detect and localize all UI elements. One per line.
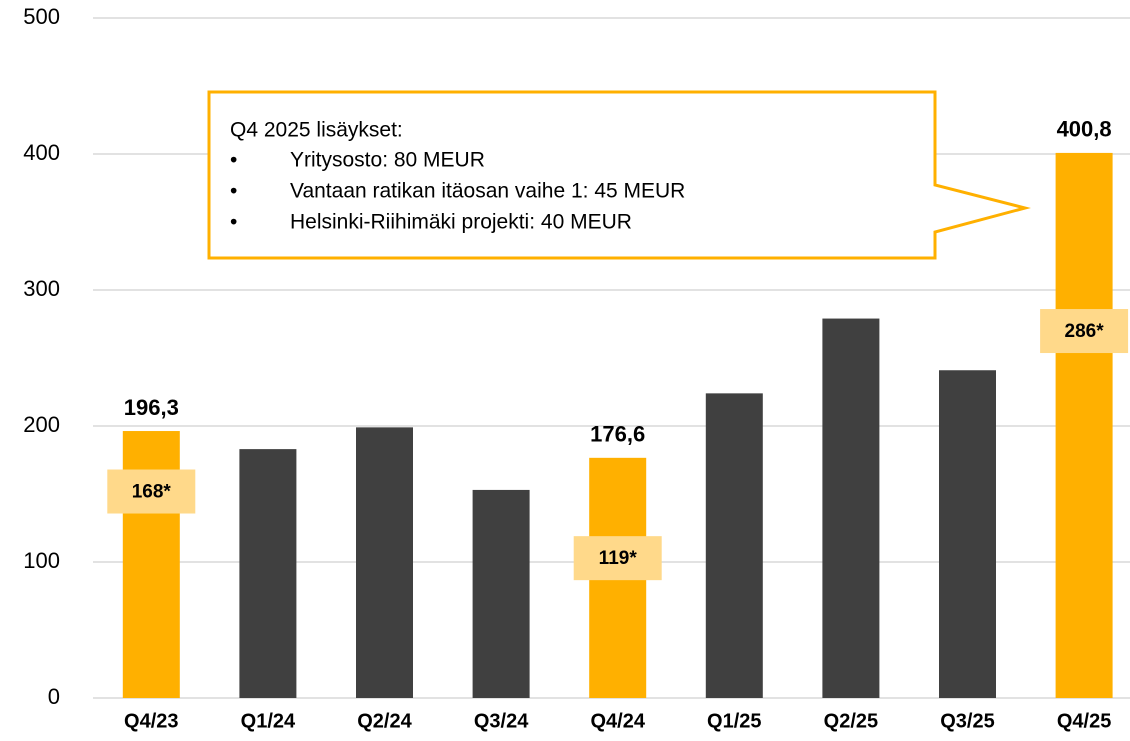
x-tick-label: Q4/24 [590, 710, 645, 732]
secondary-label-box [107, 469, 196, 514]
data-label: 196,3 [124, 395, 179, 420]
bar [822, 318, 880, 698]
annotation-title: Q4 2025 lisäykset: [230, 119, 403, 142]
data-label: 176,6 [590, 422, 645, 447]
secondary-label: 168* [132, 482, 172, 503]
bar [239, 449, 297, 698]
x-tick-label: Q2/24 [357, 710, 412, 732]
bar [472, 489, 530, 698]
bar [1055, 152, 1113, 699]
bar [356, 427, 413, 698]
x-tick-label: Q4/23 [124, 710, 178, 732]
bar [705, 393, 763, 698]
y-tick-label: 0 [48, 684, 60, 709]
y-tick-label: 500 [23, 4, 60, 29]
x-tick-label: Q3/25 [940, 710, 994, 732]
x-tick-label: Q3/24 [474, 710, 529, 732]
x-tick-label: Q1/24 [241, 710, 296, 732]
secondary-label-box [573, 536, 662, 581]
y-tick-label: 300 [23, 276, 60, 301]
x-tick-label: Q2/25 [824, 710, 878, 732]
secondary-label: 286* [1065, 321, 1105, 342]
x-tick-label: Q4/25 [1057, 710, 1111, 732]
bullet: • [230, 180, 237, 203]
y-tick-label: 100 [23, 548, 60, 573]
secondary-label: 119* [599, 548, 638, 569]
bar [939, 370, 996, 698]
secondary-label-box [1040, 309, 1129, 354]
y-tick-label: 400 [23, 140, 60, 165]
x-tick-label: Q1/25 [707, 710, 761, 732]
annotation-item: Yritysosto: 80 MEUR [290, 149, 485, 172]
annotation-item: Vantaan ratikan itäosan vaihe 1: 45 MEUR [290, 180, 685, 203]
annotation-box [207, 90, 1031, 260]
data-label: 400,8 [1057, 117, 1112, 142]
bullet: • [230, 149, 237, 172]
bullet: • [230, 211, 237, 234]
annotation-item: Helsinki-Riihimäki projekti: 40 MEUR [290, 211, 632, 234]
y-tick-label: 200 [23, 412, 60, 437]
